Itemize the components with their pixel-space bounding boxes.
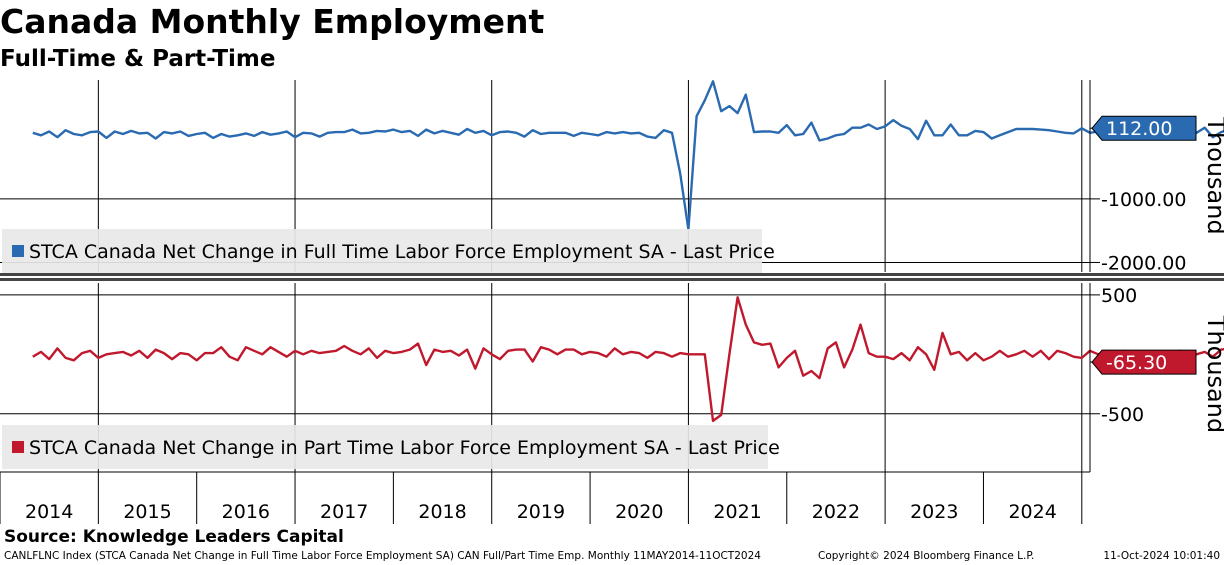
legend-swatch bbox=[12, 245, 24, 257]
footer-copyright: Copyright© 2024 Bloomberg Finance L.P. bbox=[818, 550, 1035, 562]
series-line bbox=[32, 80, 1224, 231]
x-tick-label: 2014 bbox=[25, 501, 73, 523]
legend-label: STCA Canada Net Change in Full Time Labo… bbox=[29, 241, 775, 263]
chart-subtitle: Full-Time & Part-Time bbox=[0, 46, 276, 72]
last-value-label: -65.30 bbox=[1106, 352, 1167, 374]
y-axis-label: Thousand bbox=[1202, 116, 1224, 234]
panel-separator bbox=[0, 273, 1224, 276]
y-axis-label: Thousand bbox=[1202, 315, 1224, 433]
x-tick-label: 2024 bbox=[1008, 501, 1056, 523]
x-tick-label: 2023 bbox=[910, 501, 958, 523]
panel-separator bbox=[0, 278, 1224, 281]
x-tick-label: 2016 bbox=[222, 501, 270, 523]
legend-swatch bbox=[12, 441, 24, 453]
footer-timestamp: 11-Oct-2024 10:01:40 bbox=[1103, 550, 1220, 562]
x-tick-label: 2015 bbox=[123, 501, 171, 523]
y-tick-label: -1000.00 bbox=[1101, 189, 1186, 211]
y-tick-label: 500 bbox=[1101, 285, 1137, 307]
series-line bbox=[32, 296, 1224, 423]
y-tick-label: -2000.00 bbox=[1101, 252, 1186, 274]
last-value-tag bbox=[1091, 349, 1197, 375]
last-value-tag bbox=[1091, 115, 1197, 141]
legend-box bbox=[2, 229, 762, 273]
y-tick-label: -500 bbox=[1101, 404, 1144, 426]
x-tick-label: 2021 bbox=[713, 501, 761, 523]
x-tick-label: 2018 bbox=[418, 501, 466, 523]
legend-label: STCA Canada Net Change in Part Time Labo… bbox=[29, 437, 780, 459]
x-tick-label: 2020 bbox=[615, 501, 663, 523]
chart-title: Canada Monthly Employment bbox=[0, 2, 545, 41]
legend-box bbox=[2, 425, 768, 469]
source-note: Source: Knowledge Leaders Capital bbox=[4, 527, 344, 547]
x-tick-label: 2019 bbox=[517, 501, 565, 523]
x-tick-label: 2022 bbox=[812, 501, 860, 523]
x-tick-label: 2017 bbox=[320, 501, 368, 523]
footer-index-description: CANLFLNC Index (STCA Canada Net Change i… bbox=[4, 550, 761, 562]
last-value-label: 112.00 bbox=[1106, 118, 1172, 140]
